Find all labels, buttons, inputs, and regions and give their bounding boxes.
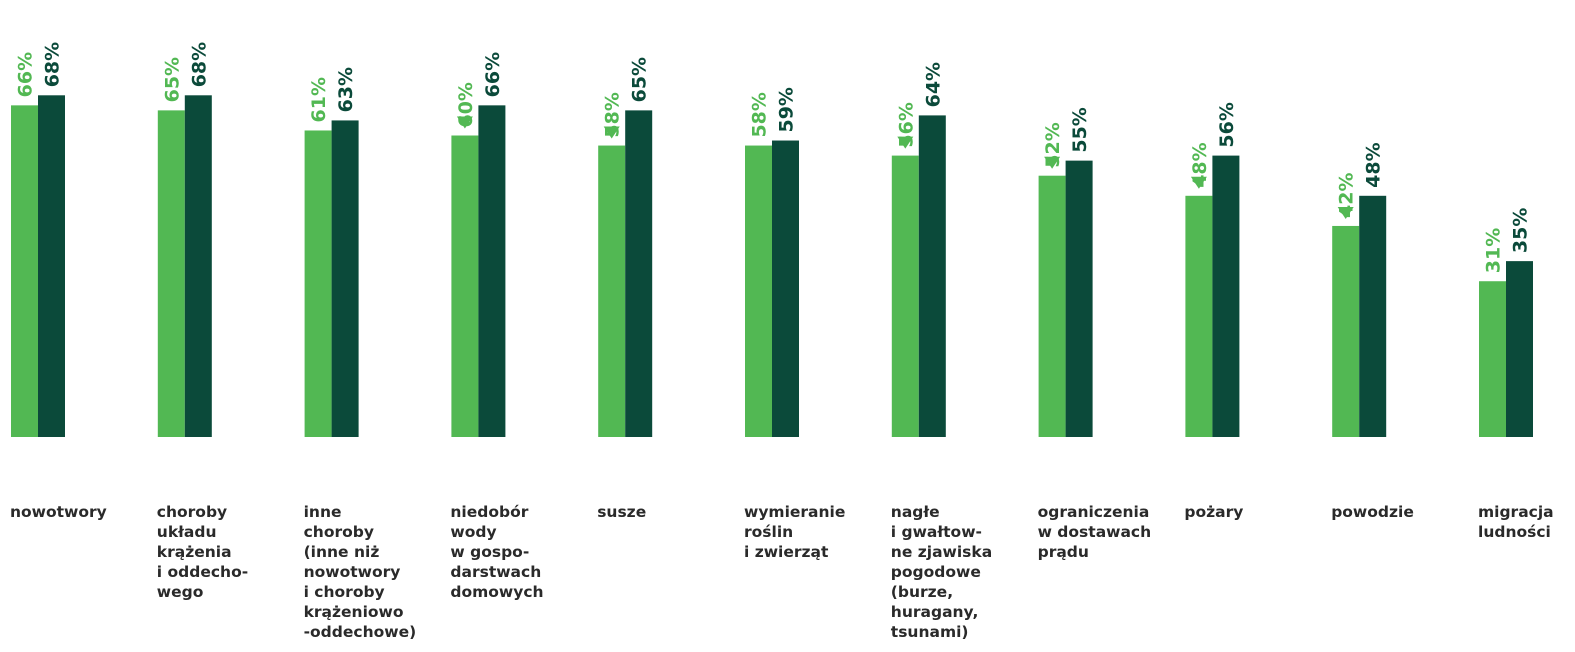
value-label-light-3: 60%	[455, 82, 477, 127]
category-label-10: migracja ludności	[1478, 503, 1554, 541]
bar-light-4	[598, 145, 626, 438]
value-label-dark-1: 68%	[188, 42, 210, 87]
value-label-light-8: 48%	[1189, 142, 1211, 187]
bar-dark-8	[1212, 155, 1240, 437]
bar-dark-10	[1506, 261, 1533, 437]
bar-light-3	[451, 135, 479, 437]
category-label-7: ograniczenia w dostawach prądu	[1037, 503, 1152, 561]
bar-dark-7	[1065, 160, 1093, 437]
value-label-dark-8: 56%	[1216, 102, 1238, 147]
value-label-light-1: 65%	[161, 57, 183, 102]
bar-dark-9	[1359, 195, 1387, 437]
value-label-light-5: 58%	[749, 92, 771, 137]
value-label-dark-3: 66%	[482, 52, 504, 97]
value-label-light-9: 42%	[1336, 172, 1358, 217]
value-label-dark-7: 55%	[1069, 107, 1091, 152]
bar-light-5	[745, 145, 772, 438]
down-triangle-icon	[1044, 156, 1061, 169]
down-triangle-icon	[456, 116, 473, 129]
bar-dark-0	[38, 95, 65, 438]
down-triangle-icon	[603, 126, 620, 139]
bar-dark-4	[625, 110, 653, 437]
bar-dark-3	[478, 105, 506, 437]
value-label-light-7: 52%	[1042, 122, 1064, 167]
value-label-dark-5: 59%	[776, 87, 798, 132]
bar-light-9	[1332, 225, 1360, 437]
category-label-6: nagłe i gwałtow- ne zjawiska pogodowe (b…	[890, 503, 993, 641]
category-label-0: nowotwory	[10, 503, 107, 521]
bar-light-1	[157, 110, 185, 437]
value-label-dark-0: 68%	[42, 42, 64, 87]
down-triangle-icon	[1190, 176, 1207, 189]
bar-light-6	[891, 155, 919, 437]
category-label-8: pożary	[1184, 503, 1244, 521]
category-label-5: wymieranie roślin i zwierząt	[744, 503, 846, 561]
value-label-light-6: 56%	[895, 102, 917, 147]
value-label-light-2: 61%	[308, 77, 330, 122]
category-label-9: powodzie	[1331, 503, 1414, 521]
bar-dark-5	[772, 140, 799, 437]
value-label-dark-4: 65%	[629, 57, 651, 102]
bar-dark-1	[184, 95, 212, 438]
down-triangle-icon	[1337, 206, 1354, 219]
value-label-dark-10: 35%	[1510, 208, 1532, 253]
bar-dark-6	[918, 115, 946, 438]
value-label-dark-2: 63%	[335, 67, 357, 112]
value-label-dark-6: 64%	[922, 62, 944, 107]
category-label-3: niedobór wody w gospo- darstwach domowyc…	[450, 503, 544, 601]
value-label-light-4: 58%	[602, 92, 624, 137]
bar-dark-2	[331, 120, 359, 438]
bar-light-7	[1038, 175, 1066, 437]
bar-light-10	[1479, 281, 1506, 437]
value-label-light-10: 31%	[1483, 228, 1505, 273]
bar-light-2	[304, 130, 332, 437]
category-label-4: susze	[597, 503, 647, 521]
category-label-1: choroby układu krążenia i oddecho- wego	[156, 503, 249, 601]
down-triangle-icon	[897, 136, 914, 149]
category-label-2: inne choroby (inne niż nowotwory i choro…	[303, 503, 417, 641]
bar-light-0	[11, 105, 38, 437]
value-label-dark-9: 48%	[1363, 142, 1385, 187]
bar-light-8	[1185, 195, 1213, 437]
value-label-light-0: 66%	[15, 52, 37, 97]
